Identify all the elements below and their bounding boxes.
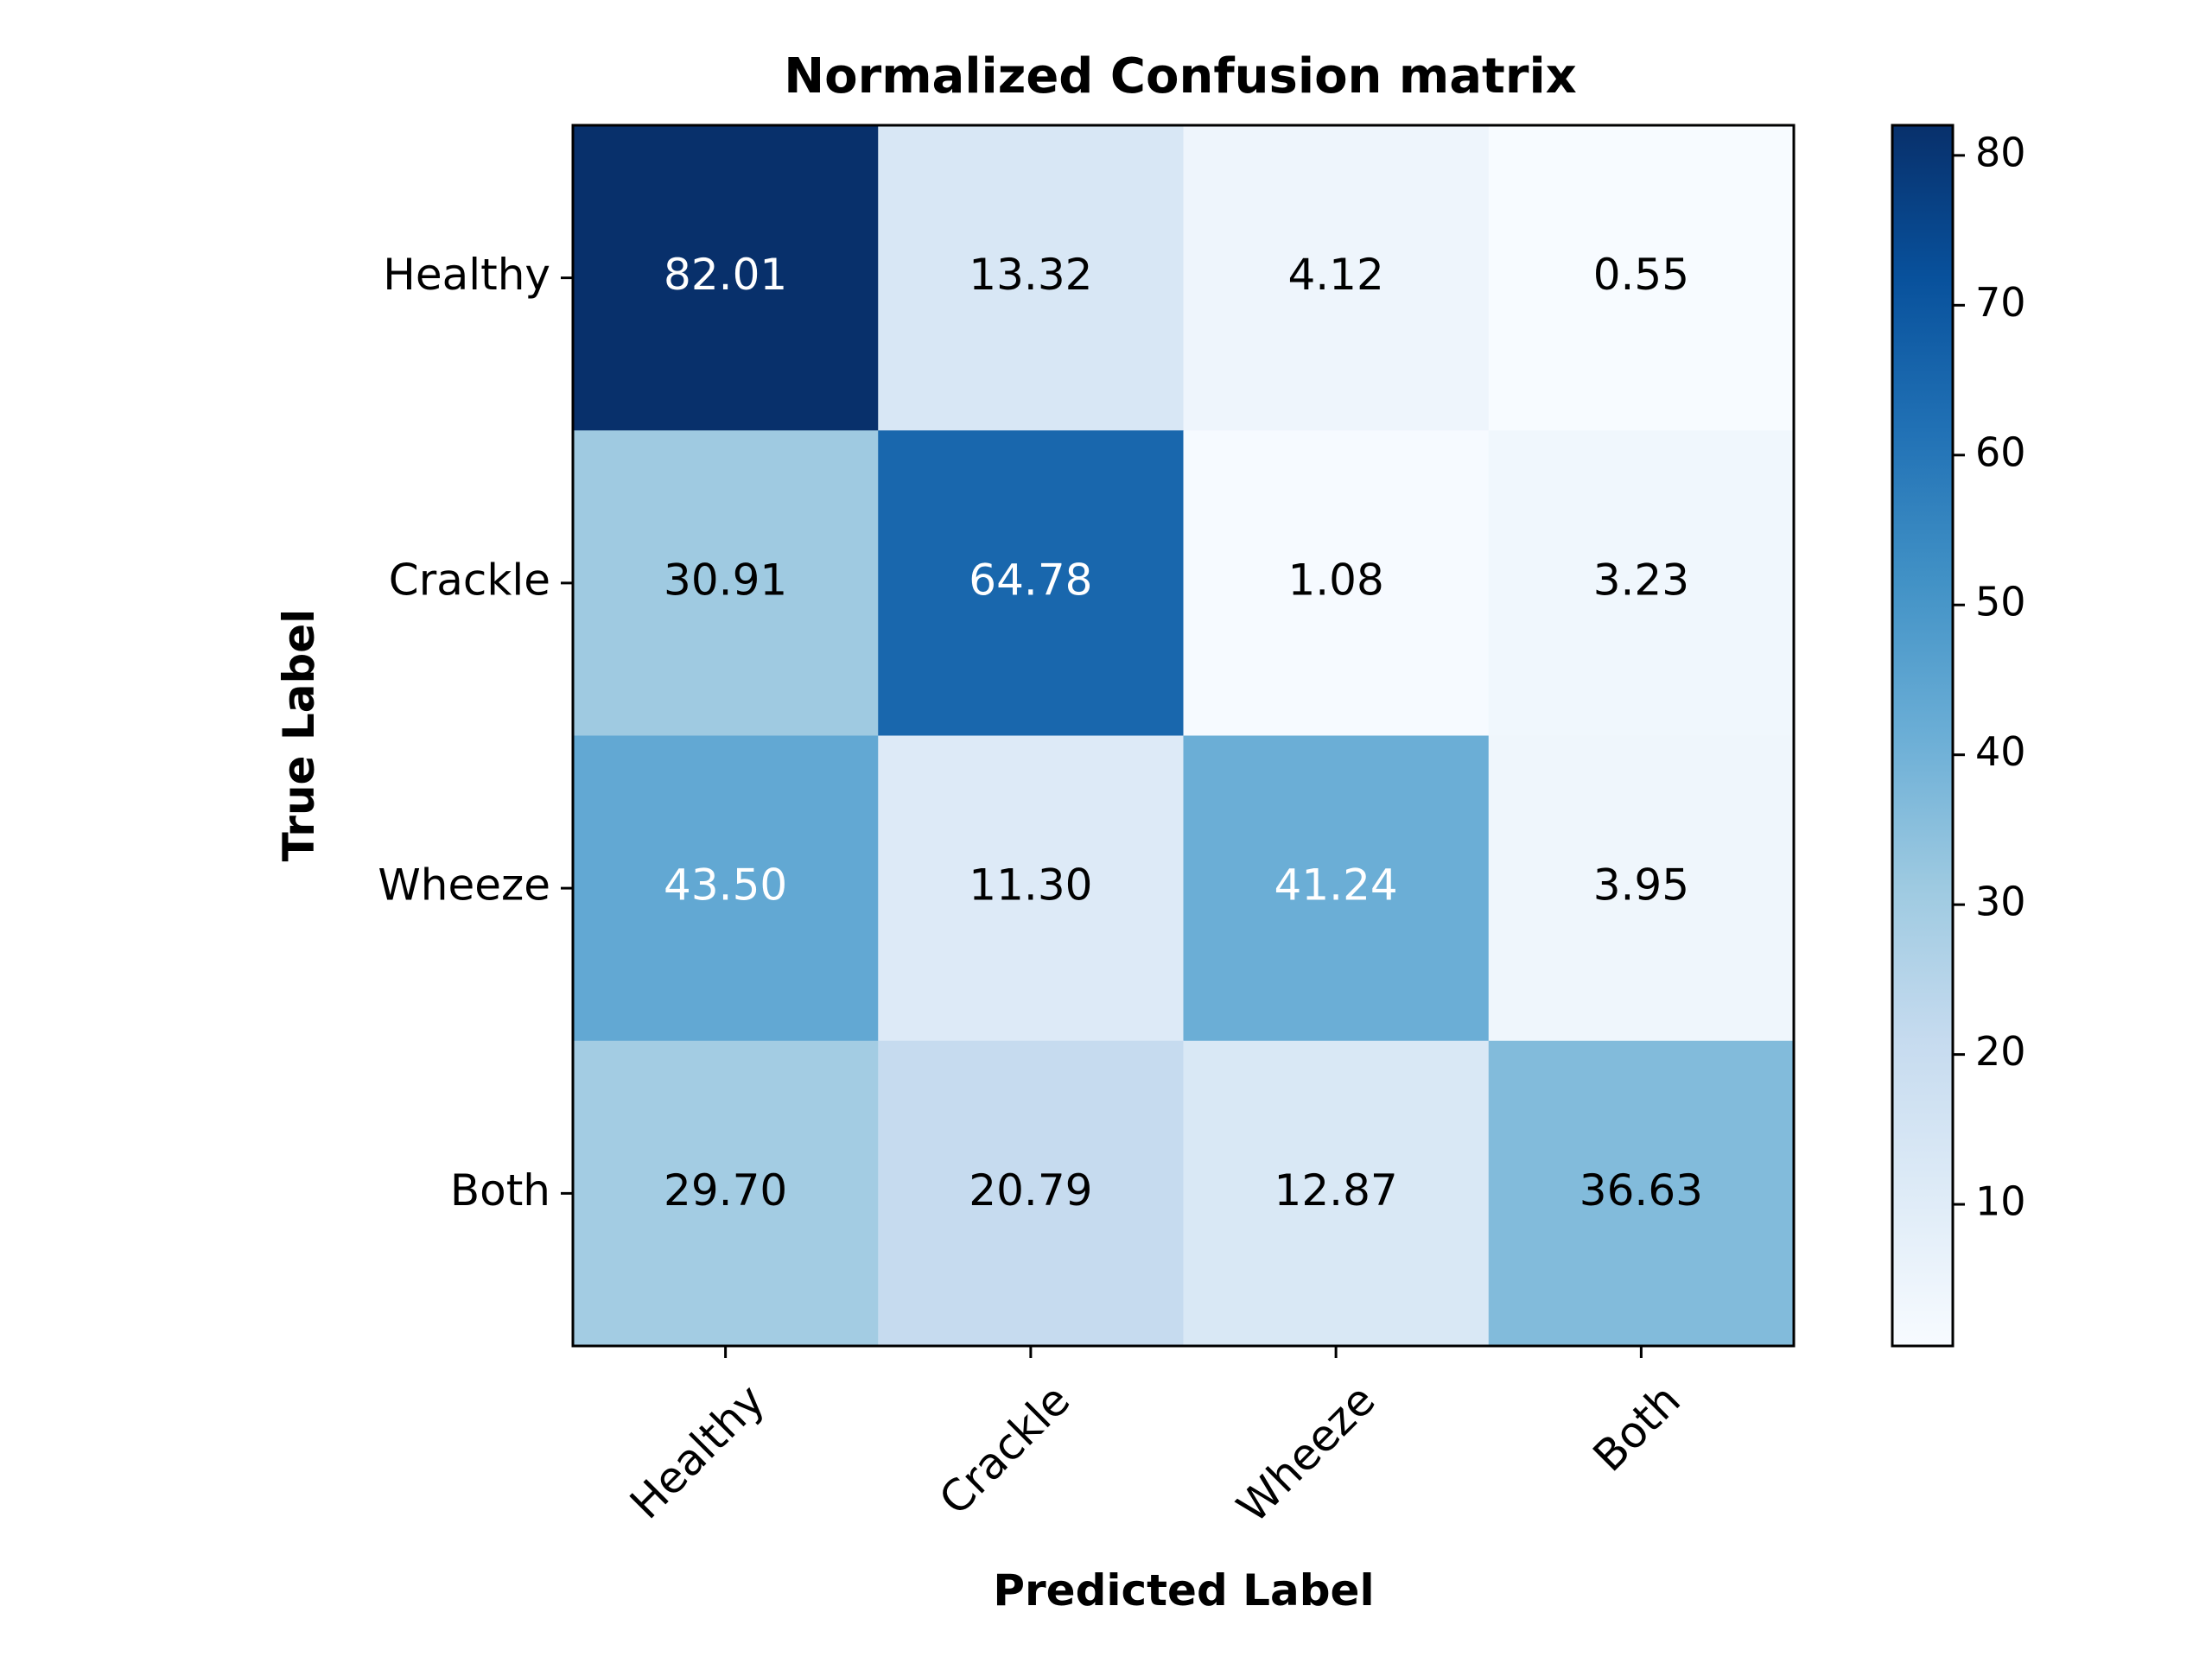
cell-value-label: 20.79 (969, 1165, 1092, 1216)
cell-value-label: 4.12 (1287, 250, 1383, 300)
cell-value-label: 1.08 (1287, 555, 1383, 605)
cell-value-label: 30.91 (664, 555, 787, 605)
heatmap-cell (1488, 125, 1795, 431)
colorbar-ticks: 10 20 30 40 50 60 70 80 (1953, 129, 2026, 1225)
heatmap-cell (1183, 1040, 1490, 1347)
colorbar-tick-label: 40 (1975, 728, 2026, 775)
colorbar-tick-label: 50 (1975, 579, 2026, 625)
cell-value-label: 0.55 (1593, 250, 1689, 300)
chart-title: Normalized Confusion matrix (784, 48, 1577, 105)
cell-value-label: 41.24 (1274, 860, 1398, 911)
x-axis-ticks: Healthy Crackle Wheeze Both (620, 1346, 1690, 1533)
heatmap-cell (878, 735, 1184, 1042)
colorbar-tick-label: 60 (1975, 428, 2026, 475)
cell-value-label: 3.23 (1593, 555, 1689, 605)
heatmap-cell (1183, 125, 1490, 431)
y-axis-ticks: Healthy Crackle Wheeze Both (378, 250, 573, 1216)
cell-value-label: 36.63 (1580, 1165, 1703, 1216)
colorbar-tick-label: 80 (1975, 129, 2026, 175)
heatmap-cell (1488, 1040, 1795, 1347)
cell-value-label: 29.70 (664, 1165, 787, 1216)
colorbar-tick-label: 10 (1975, 1178, 2026, 1225)
y-tick-label: Healthy (383, 250, 550, 300)
cell-value-label: 3.95 (1593, 860, 1689, 911)
heatmap-cell (573, 430, 879, 736)
colorbar-tick-label: 30 (1975, 879, 2026, 925)
heatmap-cell-labels: 82.01 13.32 4.12 0.55 30.91 64.78 1.08 3.23 43.5… (664, 250, 1703, 1216)
y-tick-label: Wheeze (378, 860, 550, 911)
heatmap-cell (878, 430, 1184, 736)
x-tick-label: Crackle (930, 1374, 1079, 1524)
y-tick-label: Crackle (389, 555, 550, 605)
cell-value-label: 43.50 (664, 860, 787, 911)
heatmap-cell (1488, 430, 1795, 736)
heatmap-cell (878, 1040, 1184, 1347)
plot-frame (571, 124, 1796, 1348)
cell-value-label: 13.32 (969, 250, 1092, 300)
heatmap-cells (573, 125, 1795, 1347)
heatmap-cell (1183, 735, 1490, 1042)
x-tick-label: Healthy (620, 1374, 774, 1528)
x-tick-label: Both (1584, 1374, 1690, 1481)
colorbar-tick-label: 70 (1975, 279, 2026, 326)
y-axis-label: True Label (274, 609, 324, 862)
heatmap-cell (1183, 430, 1490, 736)
cell-value-label: 64.78 (969, 555, 1092, 605)
heatmap-cell (1488, 735, 1795, 1042)
cell-value-label: 11.30 (969, 860, 1092, 911)
y-tick-label: Both (450, 1165, 550, 1216)
colorbar-tick-label: 20 (1975, 1028, 2026, 1075)
cell-value-label: 12.87 (1274, 1165, 1398, 1216)
heatmap-cell (573, 125, 879, 431)
x-axis-label: Predicted Label (993, 1565, 1374, 1615)
colorbar (1891, 124, 1955, 1348)
x-tick-label: Wheeze (1227, 1374, 1384, 1532)
heatmap-cell (878, 125, 1184, 431)
heatmap-cell (573, 1040, 879, 1347)
heatmap-cell (573, 735, 879, 1042)
cell-value-label: 82.01 (664, 250, 787, 300)
